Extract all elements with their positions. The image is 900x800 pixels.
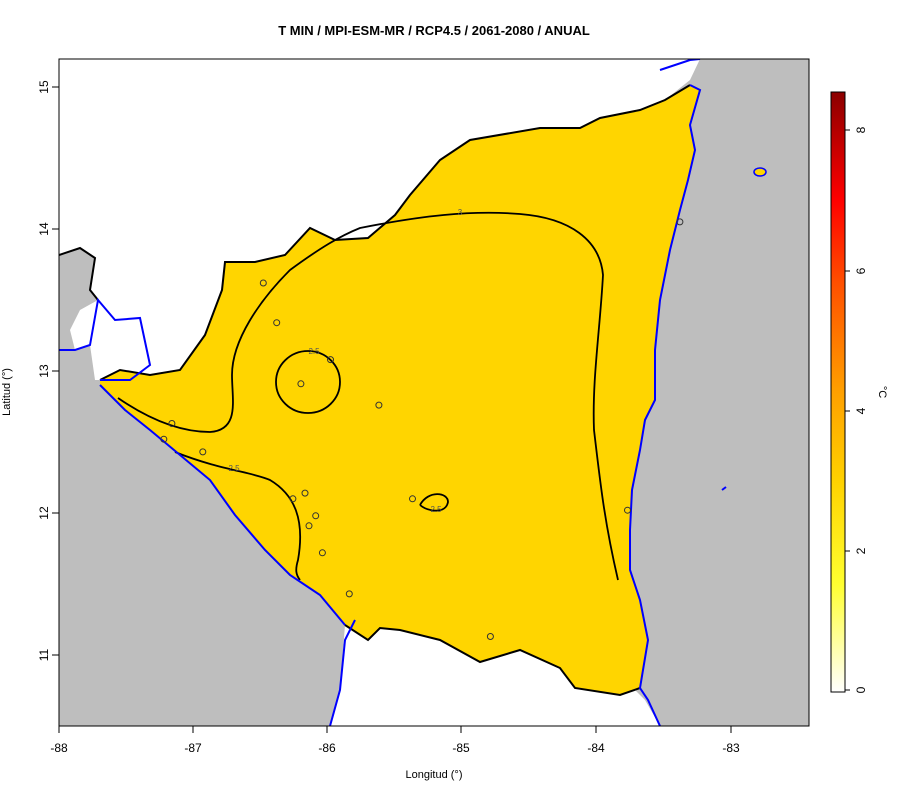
colorbar-tick-label: 4 bbox=[854, 407, 868, 414]
gulf-coast bbox=[59, 297, 152, 381]
station-marker bbox=[486, 633, 494, 640]
colorbar-tick-label: 8 bbox=[854, 126, 868, 133]
colorbar: 8 6 4 2 0 °C bbox=[830, 91, 888, 693]
station-marker bbox=[259, 279, 267, 287]
y-tick-label: 13 bbox=[37, 364, 51, 378]
contour-3 bbox=[117, 211, 619, 581]
y-axis-label: Latitud (°) bbox=[1, 368, 13, 416]
x-axis-label: Longitud (°) bbox=[406, 769, 463, 781]
country-border-south bbox=[344, 624, 641, 697]
colorbar-tick-label: 6 bbox=[854, 267, 868, 274]
x-tick-label: -88 bbox=[50, 741, 68, 755]
station-marker bbox=[624, 506, 631, 514]
station-marker bbox=[289, 495, 297, 503]
x-tick-label: -85 bbox=[452, 741, 470, 755]
contour-label: 2.5 bbox=[430, 505, 442, 514]
country-border-north bbox=[99, 84, 691, 381]
colorbar-unit: °C bbox=[876, 386, 888, 398]
x-tick-label: -86 bbox=[318, 741, 336, 755]
pacific-coast bbox=[99, 384, 346, 626]
contour-label: 2.5 bbox=[308, 347, 320, 356]
neighbor-border bbox=[59, 246, 99, 301]
island bbox=[721, 486, 727, 491]
x-tick-label: -87 bbox=[184, 741, 202, 755]
map-title: T MIN / MPI-ESM-MR / RCP4.5 / 2061-2080 … bbox=[278, 23, 590, 38]
colorbar-gradient bbox=[830, 91, 846, 693]
station-marker bbox=[312, 512, 320, 520]
island bbox=[753, 167, 767, 177]
southern-coast bbox=[329, 619, 356, 726]
y-tick-label: 15 bbox=[37, 80, 51, 94]
station-marker bbox=[199, 448, 207, 456]
station-marker bbox=[345, 590, 353, 598]
map-layers: 2.5 2.5 3 2.5 bbox=[59, 59, 767, 726]
station-marker bbox=[305, 522, 313, 530]
contour-label: 2.5 bbox=[228, 464, 240, 473]
colorbar-tick-label: 2 bbox=[854, 547, 868, 554]
station-markers bbox=[160, 218, 684, 640]
station-marker bbox=[375, 401, 383, 409]
station-marker bbox=[160, 435, 168, 443]
neighbor-land-north bbox=[59, 59, 700, 380]
y-axis: 15 14 13 12 11 Latitud (°) bbox=[1, 80, 60, 661]
contour-2-5-north bbox=[275, 350, 341, 414]
contour-label: 3 bbox=[458, 208, 463, 217]
contour-2-5-center bbox=[419, 493, 449, 512]
station-marker bbox=[409, 495, 416, 503]
station-marker bbox=[676, 218, 684, 226]
x-tick-label: -84 bbox=[587, 741, 605, 755]
y-tick-label: 12 bbox=[37, 506, 51, 520]
station-marker bbox=[318, 549, 326, 557]
contour-lines bbox=[117, 211, 619, 581]
colorbar-tick-label: 0 bbox=[854, 686, 868, 693]
contour-labels: 2.5 2.5 3 2.5 bbox=[228, 208, 462, 514]
x-tick-label: -83 bbox=[722, 741, 740, 755]
x-axis: -88 -87 -86 -85 -84 -83 Longitud (°) bbox=[50, 725, 740, 781]
station-marker bbox=[327, 356, 334, 364]
caribbean-coast bbox=[629, 84, 702, 726]
station-marker bbox=[297, 380, 305, 388]
y-tick-label: 14 bbox=[37, 222, 51, 236]
y-tick-label: 11 bbox=[37, 648, 51, 661]
station-marker bbox=[301, 489, 309, 497]
station-marker bbox=[168, 420, 176, 427]
station-marker bbox=[273, 319, 281, 327]
neighbor-land-south bbox=[330, 625, 660, 726]
contour-2-5-west bbox=[174, 451, 302, 581]
